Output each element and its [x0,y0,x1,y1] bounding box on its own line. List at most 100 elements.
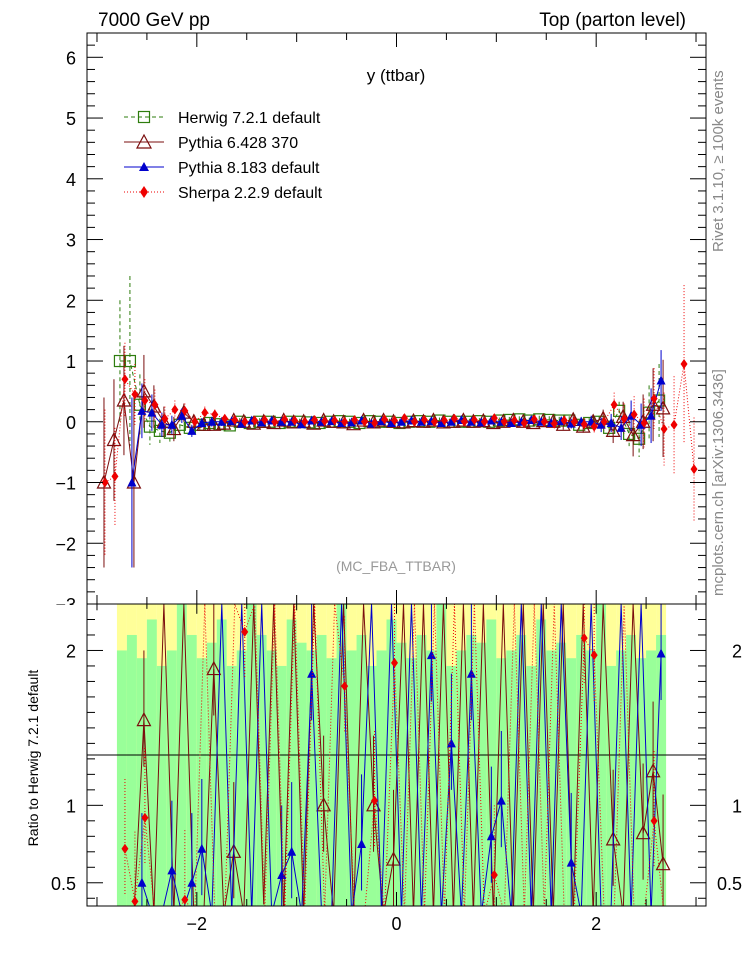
data-point [121,374,129,385]
ratio-point [386,851,401,866]
data-point [391,415,399,426]
ratio-point [635,824,651,840]
ratio-point [590,650,598,661]
ratio-band-inner [536,619,547,906]
data-point [560,415,568,426]
ratio-band-inner [286,619,297,906]
process-label: Top (parton level) [539,10,686,31]
ratio-point [486,831,496,841]
ratio-point [307,668,317,678]
series-line [103,389,664,483]
ratio-band-inner [576,634,587,906]
data-point [351,414,359,425]
ratio-band-inner [526,665,537,906]
ratio-band-inner [486,619,497,906]
data-point [297,419,307,429]
legend-entry-pythia8: Pythia 8.183 default [124,160,320,177]
ratio-band-inner [266,650,277,906]
y-tick-label-ratio-right: 0.5 [717,874,742,894]
data-point [570,416,578,427]
ratio-series-pythia-8-183-default [137,604,666,906]
data-point [630,409,638,420]
ratio-band-inner [236,650,247,906]
data-point [281,414,289,425]
data-point [450,413,458,424]
ratio-band-inner [356,634,367,906]
ratio-point [206,660,222,676]
data-point [606,417,616,427]
data-point [410,416,418,427]
ratio-point [656,648,666,658]
data-point [171,404,179,415]
data-point [136,383,152,398]
ratio-band-inner [156,665,167,906]
y-tick-label-ratio-left: 2 [66,641,76,661]
ratio-band-inner [226,665,237,906]
data-point [187,425,197,435]
ratio-point [490,870,498,881]
data-point [167,419,177,429]
ratio-point [167,865,177,875]
data-point [211,409,219,420]
ratio-point [121,843,129,854]
y-tick-label-ratio-left: 0.5 [51,874,76,894]
ratio-point [316,797,332,812]
ratio-point [131,896,139,906]
ratio-point [391,657,399,668]
legend: Herwig 7.2.1 default Pythia 6.428 370 Py… [124,110,323,202]
data-point [400,413,408,424]
data-point [430,416,438,427]
ratio-band-inner [206,642,217,906]
filled-diamond-marker-icon [140,186,148,198]
y-tick-label-main: −2 [55,534,76,554]
ratio-band-inner [276,665,287,906]
legend-label-pythia6: Pythia 6.428 370 [178,135,298,152]
ratio-band-inner [326,658,337,906]
ratio-point [197,843,207,853]
ratio-band-inner [616,650,627,906]
y-tick-label-main: 3 [66,231,76,251]
ratio-band-inner [656,634,667,906]
data-point [131,389,139,400]
data-point [251,415,259,426]
y-tick-label-main: 1 [66,352,76,372]
legend-label-herwig: Herwig 7.2.1 default [178,110,321,127]
x-tick-label: 2 [591,914,601,934]
ratio-point [141,812,149,823]
legend-label-pythia8: Pythia 8.183 default [178,160,320,177]
filled-triangle-marker-icon [139,162,149,171]
data-point [656,375,666,385]
ratio-band-inner [186,634,197,906]
data-point [480,416,488,427]
ratio-line [141,604,662,906]
ratio-point [277,870,287,880]
data-point [277,416,287,426]
ratio-band-inner [166,650,177,906]
data-point [241,416,249,427]
ratio-point [371,795,379,806]
ratio-band-inner [366,665,377,906]
data-point [420,414,428,425]
ratio-band-inner [116,650,127,906]
data-point [311,414,319,425]
data-point [446,416,456,426]
open-square-marker-icon [137,110,151,124]
data-point [111,471,119,482]
data-point [436,417,446,427]
data-point [620,413,628,424]
ratio-point [287,846,297,856]
data-point [116,392,132,407]
data-point [161,413,169,424]
x-tick-label: 0 [391,914,401,934]
ratio-band-inner [376,650,387,906]
data-point [217,416,227,426]
ratio-band-inner [136,658,147,906]
ratio-point [496,795,506,805]
ratio-band-inner [386,619,397,906]
ratio-band-inner [396,642,407,906]
data-point [610,399,618,410]
ratio-point [136,711,152,727]
y-label-cut-mask [40,605,86,615]
